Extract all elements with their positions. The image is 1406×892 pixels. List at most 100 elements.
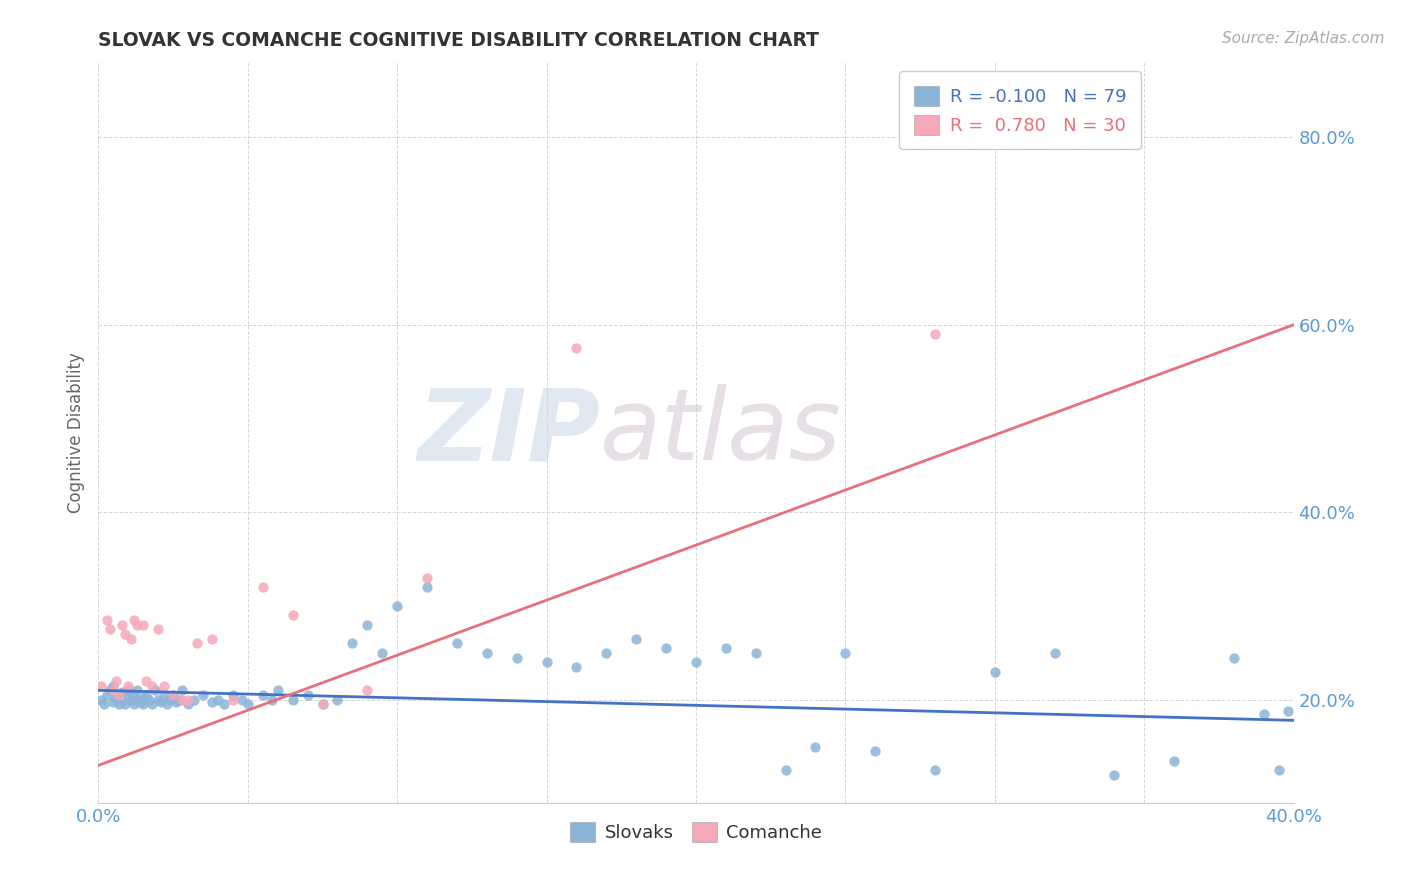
Point: [201, 632, 224, 646]
Point: [1277, 704, 1299, 718]
Point: [124, 688, 146, 702]
Point: [150, 695, 173, 709]
Point: [804, 739, 827, 754]
Y-axis label: Cognitive Disability: Cognitive Disability: [66, 352, 84, 513]
Point: [212, 698, 235, 712]
Point: [90, 692, 112, 706]
Point: [172, 683, 194, 698]
Point: [281, 692, 304, 706]
Point: [207, 692, 229, 706]
Point: [416, 571, 439, 585]
Point: [475, 646, 498, 660]
Point: [159, 692, 181, 706]
Point: [98, 683, 122, 698]
Point: [1043, 646, 1066, 660]
Point: [191, 688, 214, 702]
Point: [124, 613, 146, 627]
Text: Source: ZipAtlas.com: Source: ZipAtlas.com: [1222, 31, 1385, 46]
Point: [385, 599, 409, 613]
Point: [446, 636, 468, 650]
Point: [135, 673, 157, 688]
Point: [222, 692, 245, 706]
Point: [655, 641, 678, 656]
Point: [96, 688, 118, 702]
Point: [98, 623, 122, 637]
Point: [105, 690, 128, 705]
Point: [924, 327, 946, 342]
Point: [356, 617, 378, 632]
Point: [371, 646, 394, 660]
Point: [90, 679, 112, 693]
Point: [111, 692, 134, 706]
Point: [124, 698, 146, 712]
Point: [156, 698, 179, 712]
Point: [108, 698, 131, 712]
Point: [281, 608, 304, 623]
Point: [1223, 650, 1246, 665]
Point: [924, 763, 946, 777]
Point: [222, 688, 245, 702]
Point: [183, 692, 205, 706]
Point: [162, 688, 184, 702]
Point: [506, 650, 529, 665]
Point: [260, 692, 283, 706]
Point: [103, 679, 125, 693]
Point: [111, 617, 134, 632]
Point: [685, 655, 707, 669]
Point: [153, 679, 176, 693]
Point: [127, 683, 149, 698]
Point: [103, 695, 125, 709]
Point: [565, 341, 588, 355]
Text: atlas: atlas: [600, 384, 842, 481]
Point: [127, 617, 149, 632]
Point: [201, 695, 224, 709]
Point: [714, 641, 737, 656]
Point: [162, 688, 184, 702]
Point: [111, 685, 134, 699]
Point: [143, 683, 166, 698]
Point: [775, 763, 797, 777]
Point: [153, 688, 176, 702]
Point: [96, 613, 118, 627]
Point: [1163, 754, 1185, 768]
Text: SLOVAK VS COMANCHE COGNITIVE DISABILITY CORRELATION CHART: SLOVAK VS COMANCHE COGNITIVE DISABILITY …: [98, 30, 820, 50]
Point: [356, 683, 378, 698]
Point: [236, 698, 259, 712]
Point: [167, 692, 190, 706]
Point: [1104, 767, 1126, 781]
Point: [311, 698, 333, 712]
Point: [93, 698, 115, 712]
Point: [120, 692, 142, 706]
Point: [267, 683, 290, 698]
Point: [416, 580, 439, 594]
Point: [105, 673, 128, 688]
Point: [117, 679, 139, 693]
Point: [177, 692, 200, 706]
Point: [1253, 706, 1275, 721]
Point: [132, 690, 155, 705]
Point: [148, 623, 170, 637]
Point: [231, 692, 253, 706]
Point: [565, 660, 588, 674]
Point: [252, 688, 274, 702]
Point: [114, 698, 136, 712]
Point: [141, 679, 163, 693]
Point: [120, 632, 142, 646]
Point: [148, 692, 170, 706]
Point: [536, 655, 558, 669]
Point: [103, 683, 125, 698]
Point: [626, 632, 648, 646]
Point: [297, 688, 319, 702]
Point: [984, 665, 1007, 679]
Point: [865, 744, 887, 758]
Point: [114, 627, 136, 641]
Point: [117, 683, 139, 698]
Point: [138, 692, 160, 706]
Point: [135, 688, 157, 702]
Point: [132, 698, 155, 712]
Point: [252, 580, 274, 594]
Point: [165, 695, 187, 709]
Point: [172, 692, 194, 706]
Point: [834, 646, 856, 660]
Point: [129, 695, 152, 709]
